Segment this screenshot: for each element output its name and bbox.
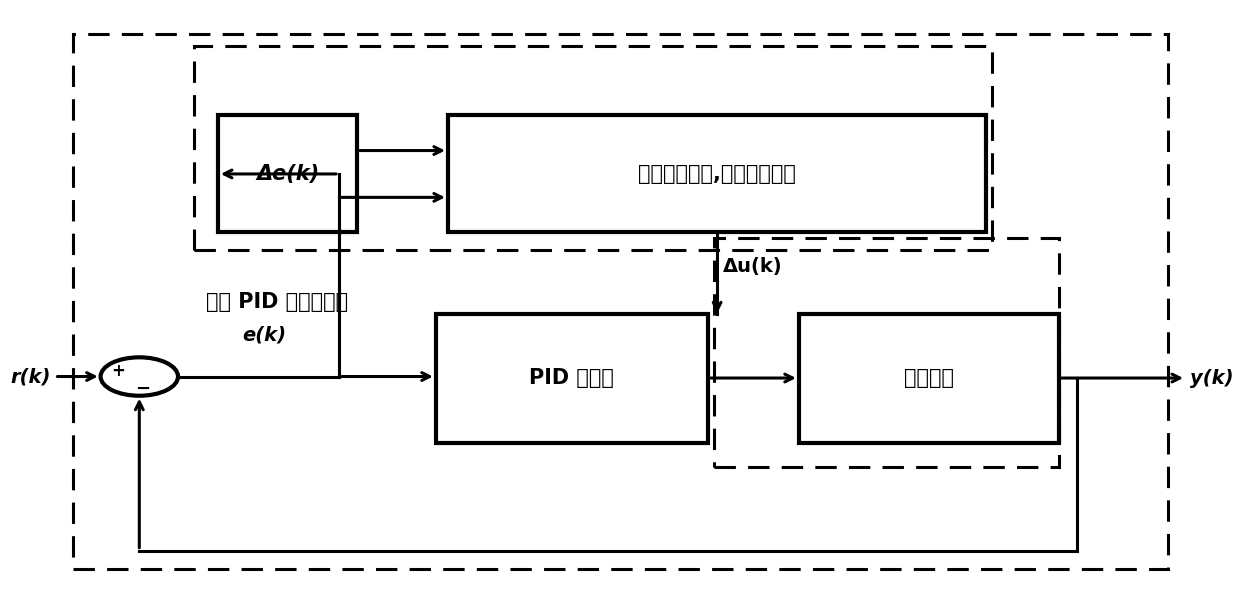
Text: r(k): r(k)	[11, 367, 51, 386]
Bar	[714, 238, 1059, 467]
Text: −: −	[135, 380, 151, 398]
Bar	[218, 115, 357, 233]
Bar	[435, 314, 708, 443]
Text: Δe(k): Δe(k)	[255, 164, 319, 184]
Text: PID 调节器: PID 调节器	[529, 368, 614, 388]
Text: e(k): e(k)	[242, 325, 286, 344]
Bar	[799, 314, 1059, 443]
Bar	[448, 115, 986, 233]
Text: 模糊推理逻辑,选择控制规律: 模糊推理逻辑,选择控制规律	[639, 164, 796, 184]
Text: 专家 PID 调节器系统: 专家 PID 调节器系统	[206, 291, 348, 312]
Bar	[193, 46, 992, 250]
Text: +: +	[112, 362, 125, 380]
Bar	[73, 34, 1168, 569]
Text: Δu(k): Δu(k)	[723, 257, 782, 277]
Text: 控制对象: 控制对象	[904, 368, 954, 388]
Text: y(k): y(k)	[1189, 368, 1233, 388]
